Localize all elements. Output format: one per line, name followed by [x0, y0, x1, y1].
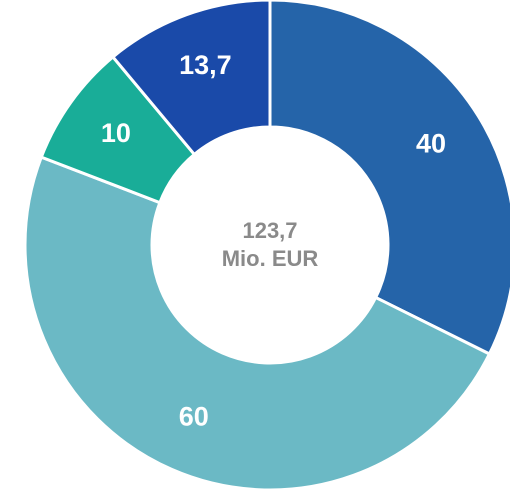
value-label: 13,7: [179, 50, 232, 80]
donut-segment: [110, 0, 272, 157]
value-label: 40: [416, 128, 446, 158]
donut-segment: [23, 155, 492, 492]
value-label: 60: [179, 402, 209, 432]
value-label: 10: [101, 118, 131, 148]
donut-segment: [268, 0, 510, 356]
center-total: 123,7: [242, 218, 297, 243]
center-unit: Mio. EUR: [222, 246, 319, 271]
